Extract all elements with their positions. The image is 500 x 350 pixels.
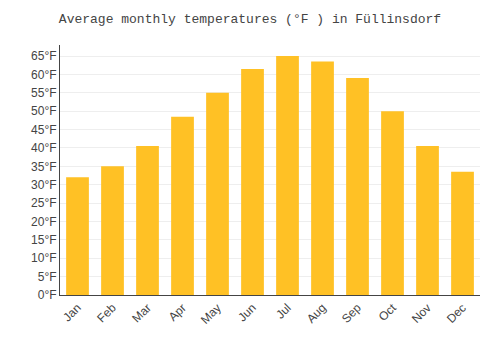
svg-text:20°F: 20°F	[31, 215, 56, 229]
svg-text:40°F: 40°F	[31, 141, 56, 155]
svg-text:45°F: 45°F	[31, 123, 56, 137]
svg-text:5°F: 5°F	[38, 270, 57, 284]
svg-text:Nov: Nov	[409, 301, 434, 326]
svg-text:65°F: 65°F	[31, 49, 56, 63]
svg-text:50°F: 50°F	[31, 104, 56, 118]
svg-text:60°F: 60°F	[31, 68, 56, 82]
svg-text:Feb: Feb	[94, 301, 119, 326]
svg-text:25°F: 25°F	[31, 196, 56, 210]
svg-text:10°F: 10°F	[31, 251, 56, 265]
svg-text:30°F: 30°F	[31, 178, 56, 192]
svg-text:Apr: Apr	[166, 301, 189, 324]
svg-text:Dec: Dec	[444, 301, 469, 326]
svg-text:0°F: 0°F	[38, 288, 57, 302]
svg-text:Jan: Jan	[60, 301, 84, 325]
svg-text:Average monthly temperatures (: Average monthly temperatures (°F ) in Fü…	[59, 12, 441, 27]
svg-text:May: May	[198, 301, 224, 327]
svg-text:15°F: 15°F	[31, 233, 56, 247]
svg-text:Jul: Jul	[273, 301, 294, 322]
svg-text:35°F: 35°F	[31, 160, 56, 174]
svg-text:55°F: 55°F	[31, 86, 56, 100]
svg-text:Jun: Jun	[235, 301, 259, 325]
svg-text:Mar: Mar	[129, 301, 154, 326]
svg-text:Oct: Oct	[376, 300, 400, 324]
svg-text:Aug: Aug	[304, 301, 329, 326]
svg-text:Sep: Sep	[339, 301, 364, 326]
